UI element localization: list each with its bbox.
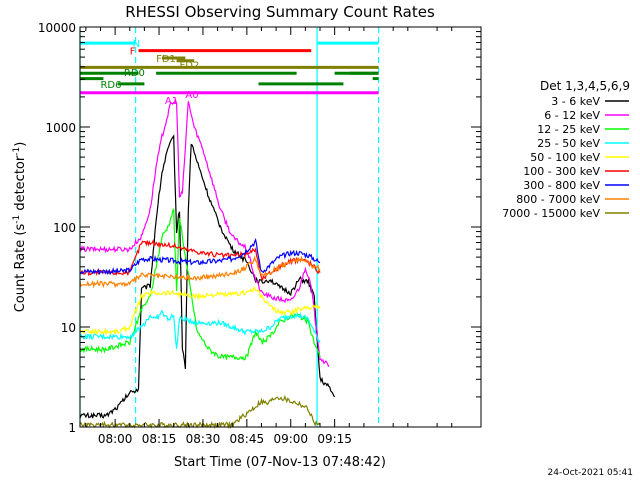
x-tick-label-4: 09:00 [273, 432, 308, 446]
y-tick-label-4: 10000 [38, 21, 76, 35]
series-line-6 [79, 237, 321, 276]
flag-label-A0: A0 [185, 90, 198, 101]
y-axis: 1 10 100 1000 10000 [38, 21, 481, 435]
series-line-4 [79, 286, 321, 337]
legend-entry-7: 800 - 7000 keV [516, 193, 600, 206]
y-axis-label-sup2: -1 [12, 147, 22, 156]
legend-entry-6: 300 - 800 keV [523, 179, 600, 192]
series-layer [79, 98, 336, 430]
legend-title: Det 1,3,4,5,6,9 [540, 79, 630, 93]
x-axis-label: Start Time (07-Nov-13 07:48:42) [174, 455, 386, 470]
flag-label-F: F [130, 47, 136, 58]
x-tick-label-3: 08:45 [230, 432, 265, 446]
series-line-7 [79, 255, 321, 289]
x-tick-label-2: 08:30 [186, 432, 221, 446]
y-tick-label-2: 100 [53, 221, 76, 235]
y-tick-label-0: 1 [68, 421, 76, 435]
x-tick-label-1: 08:15 [142, 432, 177, 446]
x-tick-label-0: 08:00 [98, 432, 133, 446]
x-axis: 08:00 08:15 08:30 08:45 09:00 09:15 [85, 27, 453, 446]
plot-frame [79, 26, 482, 428]
y-axis-label: Count Rate (s-1 detector-1) [12, 142, 28, 313]
series-line-2 [79, 207, 321, 361]
flag-label-N: N [133, 39, 140, 50]
legend-entry-4: 50 - 100 keV [530, 151, 600, 164]
y-tick-label-3: 1000 [45, 121, 76, 135]
flag-label-FD2: FD2 [180, 61, 200, 72]
y-axis-label-part3: ) [13, 142, 28, 147]
chart-title: RHESSI Observing Summary Count Rates [125, 3, 435, 21]
y-tick-label-1: 10 [61, 321, 76, 335]
legend-entry-5: 100 - 300 keV [523, 165, 600, 178]
series-line-0 [79, 134, 336, 419]
flag-label-A1: A1 [165, 96, 178, 107]
series-line-5 [79, 238, 321, 281]
legend-entry-2: 12 - 25 keV [537, 123, 600, 136]
legend-entry-3: 25 - 50 keV [537, 137, 600, 150]
x-tick-label-5: 09:15 [317, 432, 352, 446]
legend-entry-0: 3 - 6 keV [551, 95, 600, 108]
legend-entry-8: 7000 - 15000 keV [502, 207, 600, 220]
series-line-3 [79, 309, 321, 349]
y-axis-label-part2: detector [13, 155, 28, 215]
y-axis-label-part1: Count Rate (s [13, 224, 28, 313]
legend-entry-1: 6 - 12 keV [544, 109, 600, 122]
flag-label-FD1: FD1 [156, 54, 176, 65]
series-line-8 [79, 394, 321, 430]
series-line-1 [79, 98, 330, 368]
y-axis-label-sup1: -1 [12, 215, 22, 224]
footer-timestamp: 24-Oct-2021 05:41 [548, 468, 633, 478]
flag-label-RD0: RD0 [124, 68, 145, 79]
plot-area [79, 27, 380, 427]
flag-label-RD6: RD6 [100, 80, 121, 91]
